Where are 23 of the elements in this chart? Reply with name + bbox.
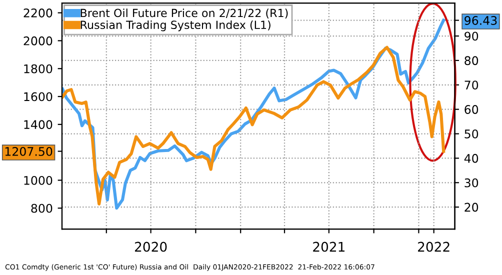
y-tick-label: 1800 bbox=[24, 64, 52, 74]
y2-tick-label: 30 bbox=[464, 178, 478, 188]
x-tick-label: 2021 bbox=[313, 242, 344, 252]
y-tick-label: 1600 bbox=[24, 92, 52, 102]
x-tick-label: 2020 bbox=[134, 242, 167, 252]
y2-tick-label: 20 bbox=[464, 202, 478, 212]
line-series bbox=[62, 46, 446, 206]
y2-tick-label: 60 bbox=[464, 105, 478, 114]
y-tick-label: 800 bbox=[31, 204, 52, 213]
y-tick-label: 2200 bbox=[24, 8, 52, 18]
y-tick-label: 1207.50 bbox=[5, 147, 52, 156]
y-tick-label: 2000 bbox=[24, 36, 52, 46]
y2-tick-label: 80 bbox=[464, 56, 478, 66]
y-tick-label: 1000 bbox=[24, 176, 52, 185]
legend-label: Russian Trading System Index (L1) bbox=[80, 20, 270, 32]
y2-tick-label: 40 bbox=[464, 154, 478, 163]
y-tick-label: 1400 bbox=[24, 120, 52, 130]
legend-label: Brent Oil Future Price on 2/21/22 (R1) bbox=[80, 8, 288, 18]
y2-tick-label: 90 bbox=[464, 32, 478, 41]
y2-tick-label: 70 bbox=[464, 80, 478, 90]
y2-tick-label: 50 bbox=[464, 129, 478, 138]
x-tick-label: 2022 bbox=[418, 242, 450, 252]
y2-tick-label: 96.43 bbox=[464, 16, 497, 25]
